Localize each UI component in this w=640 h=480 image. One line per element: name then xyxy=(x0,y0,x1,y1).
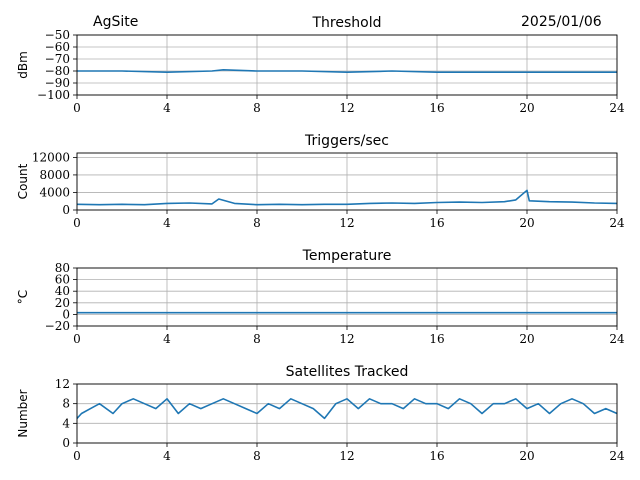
plot-frame xyxy=(76,383,618,444)
panel-title: Triggers/sec xyxy=(304,133,389,149)
x-tick-label: 4 xyxy=(163,101,171,115)
x-tick-label: 8 xyxy=(253,449,261,463)
x-tick-label: 0 xyxy=(73,332,81,346)
y-tick-label: 80 xyxy=(55,261,70,275)
x-tick-label: 20 xyxy=(519,216,534,230)
x-tick-label: 12 xyxy=(339,216,354,230)
x-tick-label: 20 xyxy=(519,101,534,115)
x-tick-label: 16 xyxy=(429,332,444,346)
y-axis-label: Number xyxy=(16,389,30,437)
x-tick-label: 4 xyxy=(163,449,171,463)
y-tick-label: −100 xyxy=(37,88,70,102)
y-tick-label: −70 xyxy=(45,52,70,66)
panel-title: Threshold xyxy=(312,15,382,31)
y-tick-label: 20 xyxy=(55,296,70,310)
x-tick-label: 4 xyxy=(163,216,171,230)
chart-panel-2: 0 4 8 12 16 20 24 12000 8000 4000 0 Triggers/sec Cou… xyxy=(16,133,625,230)
x-tick-label: 0 xyxy=(73,101,81,115)
x-tick-label: 4 xyxy=(163,332,171,346)
site-name: AgSite xyxy=(93,14,139,30)
x-tick-label: 16 xyxy=(429,449,444,463)
y-tick-label: −90 xyxy=(45,76,70,90)
y-tick-label: 40 xyxy=(55,284,70,298)
x-tick-label: 0 xyxy=(73,449,81,463)
x-tick-label: 24 xyxy=(609,101,625,115)
series-line xyxy=(76,398,618,420)
plot-frame xyxy=(76,34,618,96)
x-tick-label: 20 xyxy=(519,332,534,346)
series-line xyxy=(77,69,617,73)
chart-panel-4: 0 4 8 12 16 20 24 12 8 4 0 Satellites Tracked Number xyxy=(16,364,625,463)
y-axis-label: dBm xyxy=(16,51,30,79)
x-tick-label: 24 xyxy=(609,332,625,346)
chart-panel-1: 0 4 8 12 16 20 24 −50−60−70−80−90−100 Threshold d… xyxy=(16,15,625,115)
x-tick-label: 0 xyxy=(73,216,81,230)
plot-frame xyxy=(76,267,618,327)
y-tick-label: 8000 xyxy=(39,168,70,182)
x-tick-label: 12 xyxy=(339,332,354,346)
y-tick-label: −50 xyxy=(45,28,70,42)
y-tick-label: 4000 xyxy=(39,185,70,199)
panel-title: Satellites Tracked xyxy=(286,364,409,380)
y-tick-label: −20 xyxy=(45,319,70,333)
x-tick-label: 16 xyxy=(429,101,444,115)
series-line xyxy=(76,189,618,206)
plot-frame xyxy=(76,152,618,211)
x-tick-label: 8 xyxy=(253,101,261,115)
y-tick-label: −80 xyxy=(45,64,70,78)
y-axis-label: Count xyxy=(16,163,30,199)
y-tick-label: 8 xyxy=(62,397,70,411)
x-tick-label: 24 xyxy=(609,216,625,230)
panel-title: Temperature xyxy=(302,248,392,264)
y-tick-label: −60 xyxy=(45,40,70,54)
x-tick-label: 8 xyxy=(253,332,261,346)
x-tick-label: 12 xyxy=(339,101,354,115)
x-tick-label: 20 xyxy=(519,449,534,463)
y-axis-label: °C xyxy=(16,290,30,304)
x-tick-label: 16 xyxy=(429,216,444,230)
x-tick-label: 12 xyxy=(339,449,354,463)
x-tick-label: 24 xyxy=(609,449,625,463)
report-date: 2025/01/06 xyxy=(521,14,602,30)
y-tick-label: 0 xyxy=(62,307,70,321)
y-tick-label: 0 xyxy=(62,203,70,217)
y-tick-label: 60 xyxy=(55,273,70,287)
y-tick-label: 12 xyxy=(55,377,70,391)
y-tick-label: 12000 xyxy=(32,150,70,164)
y-tick-label: 4 xyxy=(62,416,70,430)
y-tick-label: 0 xyxy=(62,436,70,450)
x-tick-label: 8 xyxy=(253,216,261,230)
